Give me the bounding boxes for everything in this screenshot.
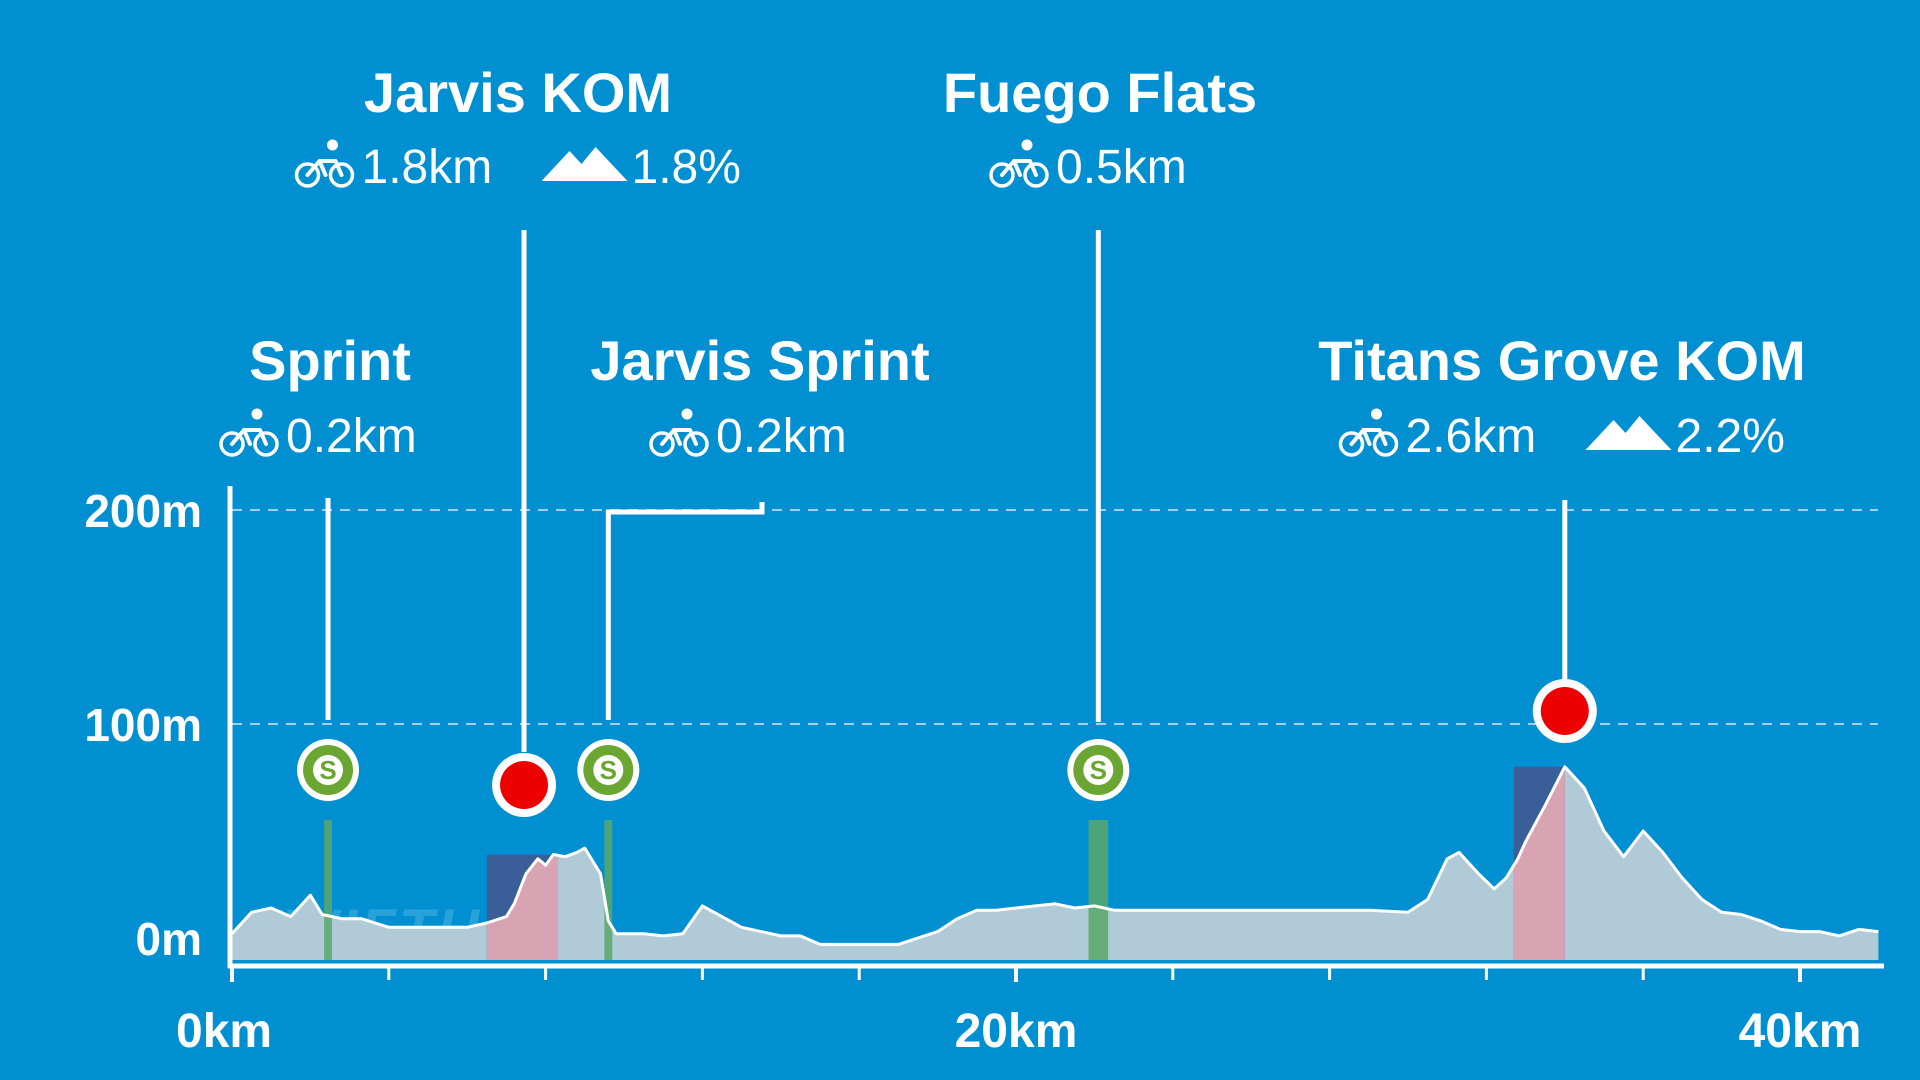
bike-wheel-front [1023, 162, 1049, 188]
elevation-area [232, 766, 1879, 960]
bike-icon [989, 139, 1049, 188]
segment-distance-jarvis-sprint: 0.2km [716, 410, 847, 463]
sprint-badge-label: S [600, 755, 617, 785]
bike-icon [649, 408, 709, 457]
kom-fill-titans-grove-kom [1513, 766, 1565, 960]
callout-titans-grove-kom: Titans Grove KOM 2.6km 2.2% [1318, 329, 1806, 680]
segment-title-jarvis-kom: Jarvis KOM [364, 61, 672, 124]
sprint-marker-inner [593, 755, 624, 785]
bike-icon [219, 408, 279, 457]
bike-frame [660, 428, 698, 446]
kom-marker-dot [500, 761, 549, 809]
bike-frame [1349, 428, 1388, 446]
mountain-icon [541, 147, 628, 181]
segment-title-fuego-flats: Fuego Flats [943, 61, 1257, 124]
bike-frame [1000, 159, 1038, 177]
callout-jarvis-sprint: Jarvis Sprint 0.2km [590, 329, 930, 720]
segment-distance-titans-grove-kom: 2.6km [1406, 410, 1537, 463]
kom-marker-jarvis-kom [492, 753, 557, 817]
sprint-marker-inner [1083, 755, 1114, 785]
sprint-band-fuego-flats [1088, 820, 1109, 960]
x-tick-label-0: 0km [176, 1005, 272, 1058]
bike-icon [1338, 408, 1399, 457]
elevation-line [230, 765, 1879, 946]
rider-head [251, 408, 263, 420]
kom-fill-jarvis-kom [486, 854, 558, 960]
mountain-icon [1585, 416, 1672, 450]
kom-marker-titans-grove-kom [1532, 679, 1597, 743]
sprint-badge-label: S [319, 755, 336, 785]
segment-title-sprint: Sprint [249, 329, 411, 392]
bike-wheel-rear [294, 162, 321, 188]
segment-grade-jarvis-kom: 1.8% [632, 141, 741, 194]
sprint-band-jarvis-sprint [604, 820, 613, 960]
bike-frame [305, 159, 344, 177]
sprint-marker-jarvis-sprint: S [577, 739, 640, 801]
bike-wheel-front [1372, 431, 1399, 457]
callout-jarvis-kom: Jarvis KOM 1.8km 1.8% [294, 61, 741, 752]
y-tick-label-200: 200m [84, 485, 202, 537]
rider-head [1371, 408, 1382, 420]
x-tick-label-40: 40km [1739, 1005, 1862, 1058]
sprint-marker-inner [313, 755, 344, 785]
segment-grade-titans-grove-kom: 2.2% [1676, 410, 1785, 463]
sprint-marker-sprint: S [297, 739, 360, 801]
bike-wheel-front [683, 431, 709, 457]
y-tick-label-0: 0m [136, 913, 202, 965]
bike-wheel-rear [219, 431, 245, 457]
rider-head [681, 408, 693, 420]
kom-marker-dot [1540, 687, 1589, 735]
segment-distance-fuego-flats: 0.5km [1056, 141, 1187, 194]
bike-icon [294, 139, 355, 188]
segment-title-jarvis-sprint: Jarvis Sprint [590, 329, 929, 392]
segment-distance-jarvis-kom: 1.8km [362, 141, 493, 194]
bike-wheel-rear [989, 162, 1015, 188]
y-tick-label-100: 100m [84, 699, 202, 751]
bike-frame [230, 428, 268, 446]
rider-head [327, 139, 338, 151]
sprint-marker-fuego-flats: S [1067, 739, 1130, 801]
sprint-badge-label: S [1090, 755, 1107, 785]
segment-distance-sprint: 0.2km [286, 410, 417, 463]
rider-head [1021, 139, 1033, 151]
leader-line-jarvis-sprint [605, 502, 765, 720]
bike-wheel-front [253, 431, 279, 457]
bike-wheel-front [328, 162, 355, 188]
segment-title-titans-grove-kom: Titans Grove KOM [1318, 329, 1806, 392]
callout-sprint: Sprint 0.2km [219, 329, 417, 720]
sprint-band-sprint [324, 820, 332, 960]
callout-fuego-flats: Fuego Flats 0.5km [943, 61, 1257, 722]
bike-wheel-rear [649, 431, 675, 457]
bike-wheel-rear [1338, 431, 1365, 457]
x-tick-label-20: 20km [955, 1005, 1078, 1058]
